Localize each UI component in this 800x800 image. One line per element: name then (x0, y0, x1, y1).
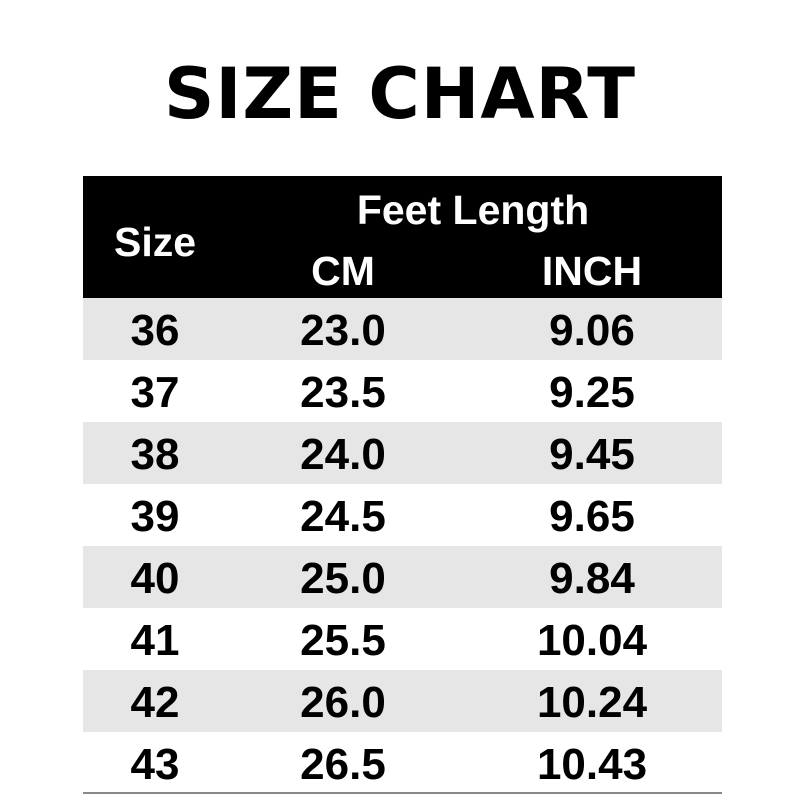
cell-size: 39 (130, 492, 180, 541)
header-inch: INCH (541, 248, 643, 294)
cell-cm: 25.0 (300, 554, 386, 603)
cell-cm: 26.0 (300, 678, 386, 727)
table-row: 42 26.0 10.24 (83, 670, 722, 732)
table-row: 41 25.5 10.04 (83, 608, 722, 670)
cell-inch: 9.06 (549, 306, 635, 355)
header-size: Size (113, 219, 197, 265)
cell-inch: 10.04 (536, 616, 648, 665)
table-header: Size Feet Length CM INCH (83, 176, 722, 298)
cell-inch: 10.43 (536, 740, 648, 789)
cell-size: 36 (130, 306, 180, 355)
table-row: 37 23.5 9.25 (83, 360, 722, 422)
header-feet-length: Feet Length (356, 187, 590, 233)
table-body: 36 23.0 9.06 37 23.5 9.25 38 24.0 9.45 39 24.5 9.65… (83, 298, 722, 794)
cell-cm: 24.0 (300, 430, 386, 479)
cell-size: 43 (130, 740, 180, 789)
cell-size: 42 (130, 678, 180, 727)
cell-size: 38 (130, 430, 180, 479)
cell-inch: 9.25 (549, 368, 635, 417)
table-bottom-border (83, 792, 722, 794)
table-row: 40 25.0 9.84 (83, 546, 722, 608)
cell-cm: 23.0 (300, 306, 386, 355)
cell-inch: 9.65 (549, 492, 635, 541)
table-row: 43 26.5 10.43 (83, 732, 722, 794)
cell-cm: 23.5 (300, 368, 386, 417)
cell-inch: 10.24 (536, 678, 648, 727)
cell-cm: 26.5 (300, 740, 386, 789)
cell-inch: 9.45 (549, 430, 635, 479)
table-row: 38 24.0 9.45 (83, 422, 722, 484)
cell-cm: 25.5 (300, 616, 386, 665)
cell-size: 41 (130, 616, 180, 665)
cell-cm: 24.5 (300, 492, 386, 541)
table-row: 39 24.5 9.65 (83, 484, 722, 546)
page-title: SIZE CHART (163, 53, 637, 135)
cell-inch: 9.84 (549, 554, 635, 603)
header-cm: CM (311, 248, 375, 294)
table-row: 36 23.0 9.06 (83, 298, 722, 360)
cell-size: 40 (130, 554, 180, 603)
cell-size: 37 (130, 368, 180, 417)
